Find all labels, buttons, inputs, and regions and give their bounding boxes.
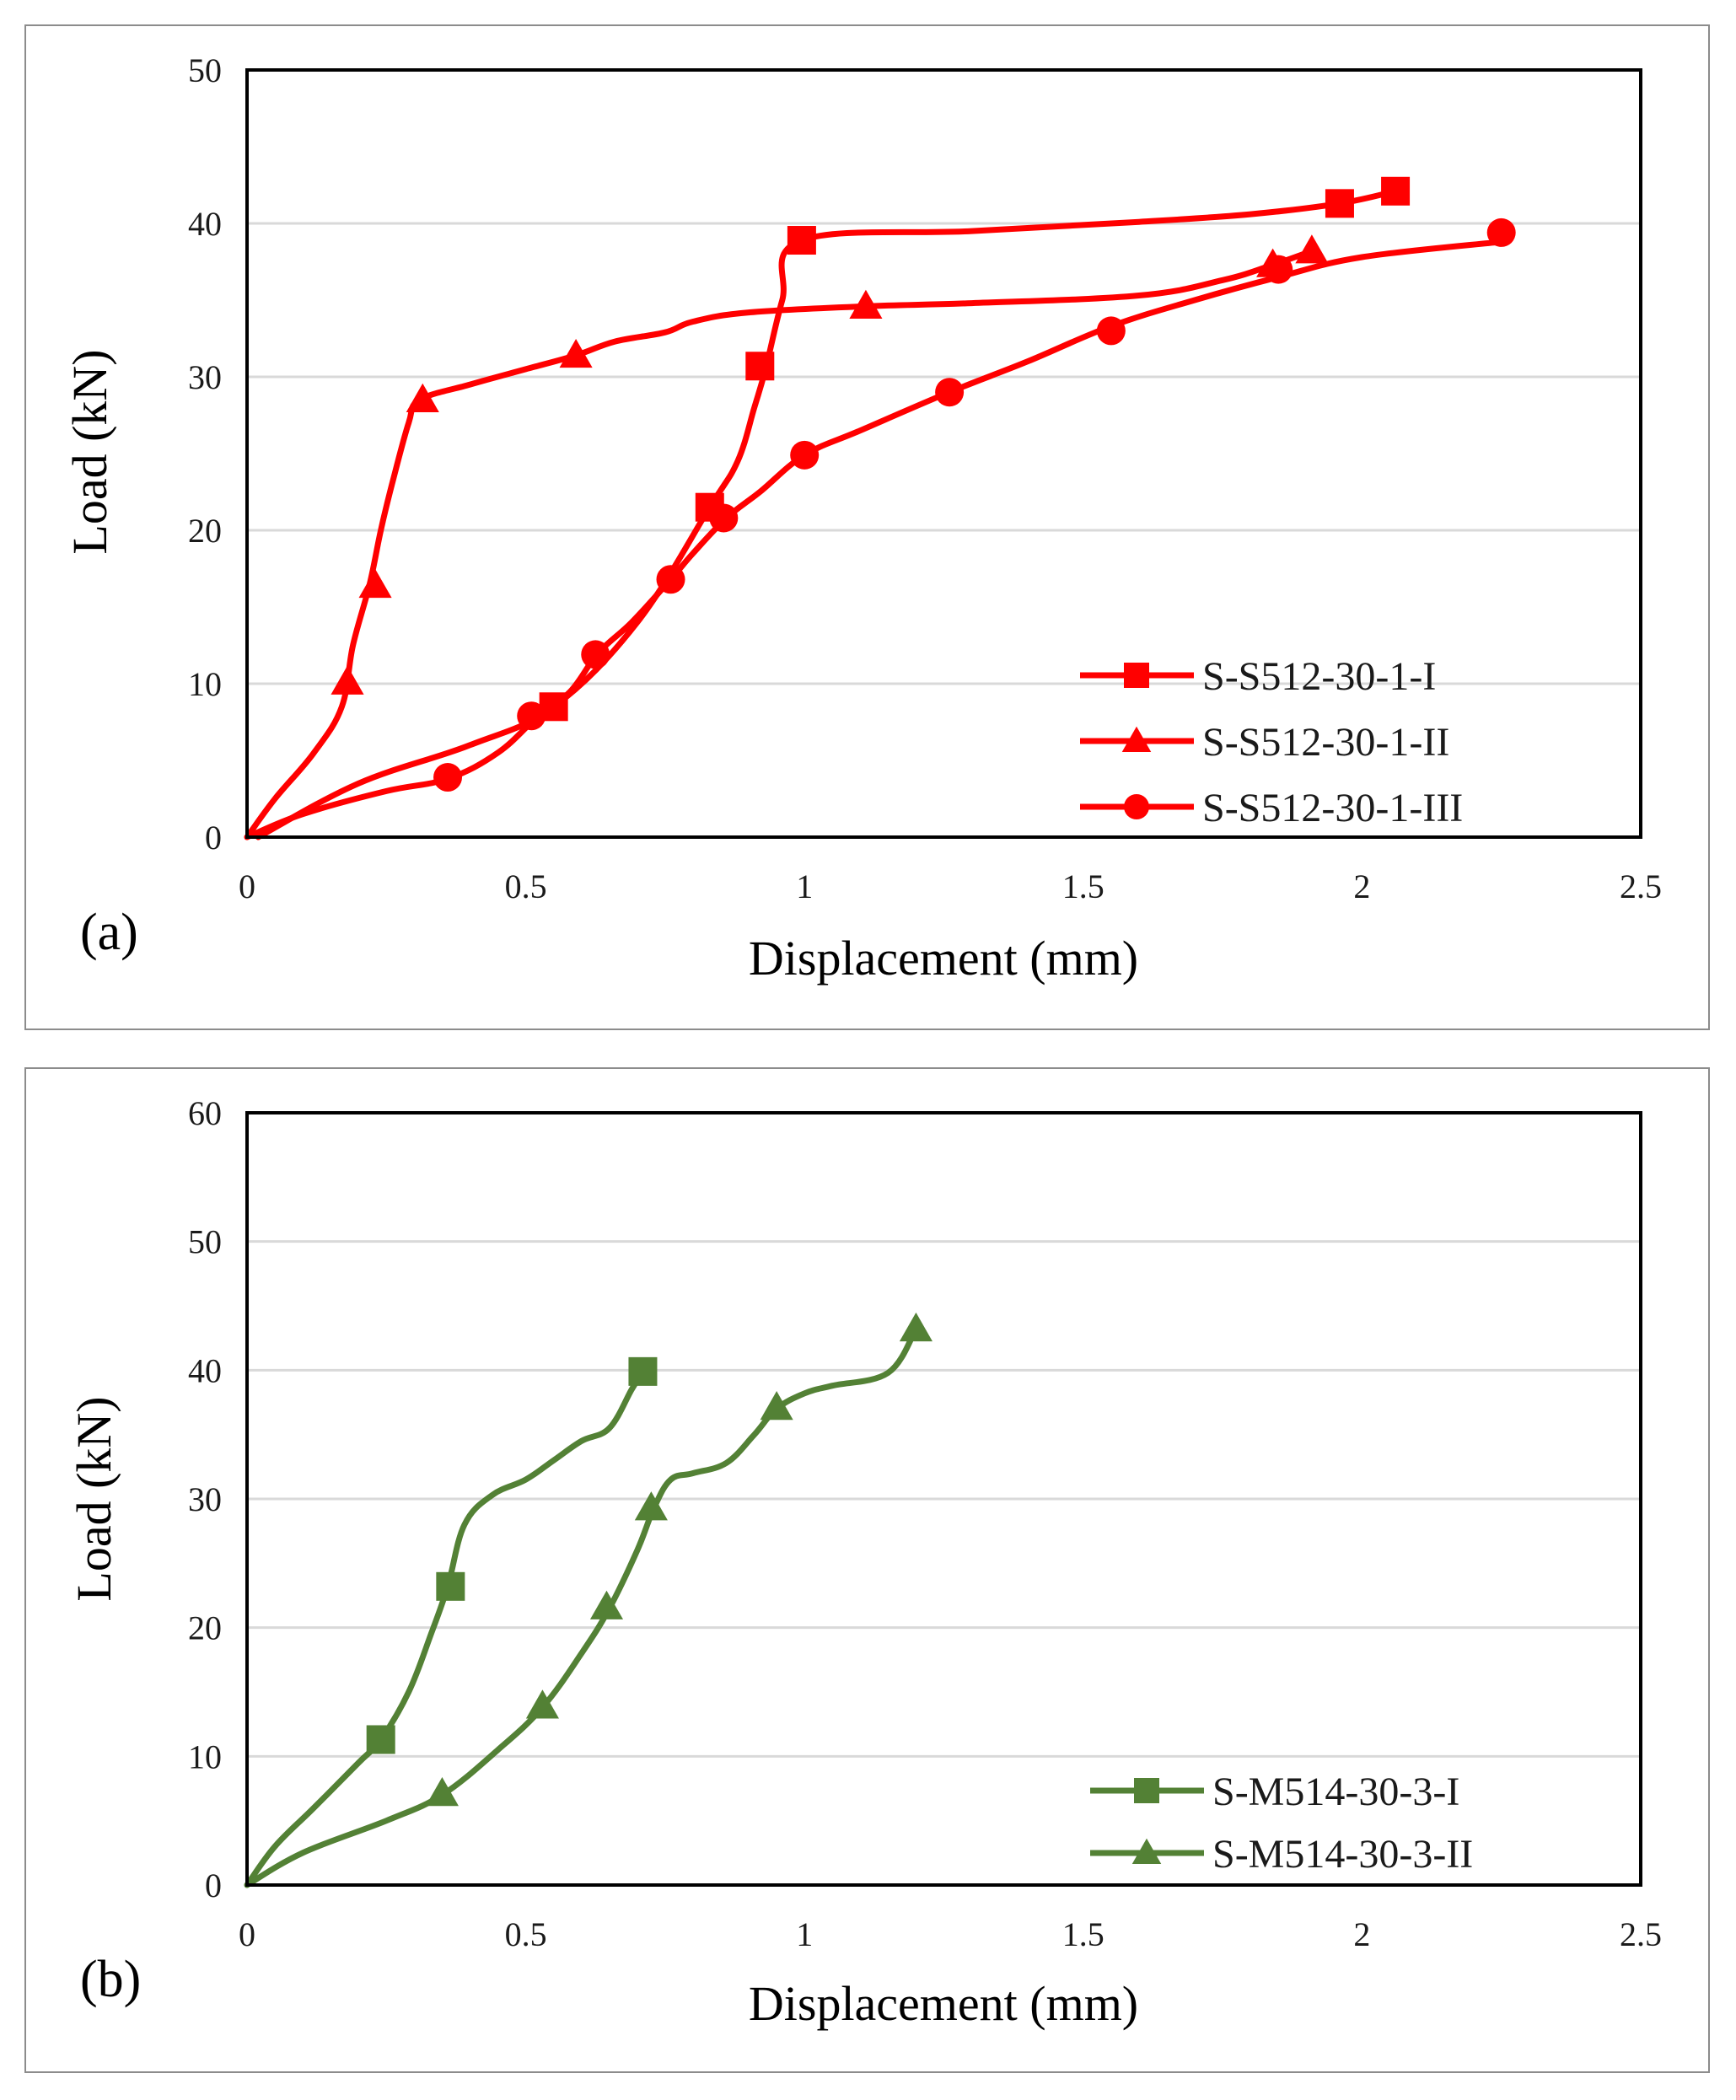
x-tick-label: 1.5 <box>1062 867 1104 905</box>
legend-marker-circle <box>1124 794 1149 819</box>
legend-label: S-S512-30-1-II <box>1202 720 1449 765</box>
x-axis-title-b: Displacement (mm) <box>749 1976 1138 2031</box>
y-tick-label: 60 <box>188 1094 222 1132</box>
y-tick-label: 50 <box>188 1223 222 1261</box>
x-tick-label: 2.5 <box>1620 867 1662 905</box>
data-point-marker <box>1325 189 1354 218</box>
y-axis-title-b: Load (kN) <box>67 1396 121 1601</box>
grid-lines-b <box>247 1240 1641 1758</box>
x-tick-labels-a: 0 0.5 1 1.5 2 2.5 <box>239 867 1662 905</box>
x-axis-title-a: Displacement (mm) <box>749 931 1138 986</box>
y-tick-label: 20 <box>188 512 222 550</box>
data-point-marker <box>790 440 820 470</box>
legend-marker-triangle <box>1121 726 1152 752</box>
chart-panel-b: 0 10 20 30 40 50 60 0 0.5 1 1.5 2 2.5 S-M514-30-3-I… <box>24 1067 1710 2073</box>
x-tick-label: 1 <box>796 1915 813 1953</box>
y-tick-label: 0 <box>205 819 222 857</box>
legend-label: S-M514-30-3-II <box>1212 1832 1473 1877</box>
data-point-marker <box>366 1725 395 1754</box>
data-point-marker <box>1486 218 1516 247</box>
legend-label: S-S512-30-1-I <box>1202 654 1436 699</box>
y-tick-labels-b: 0 10 20 30 40 50 60 <box>188 1094 222 1904</box>
y-tick-label: 40 <box>188 205 222 243</box>
data-point-marker <box>709 503 739 533</box>
data-point-marker <box>935 378 965 407</box>
data-point-marker <box>787 226 816 255</box>
series-group-a <box>244 176 1516 841</box>
y-tick-label: 40 <box>188 1351 222 1389</box>
panel-label-a: (a) <box>80 904 138 961</box>
y-tick-label: 10 <box>188 665 222 703</box>
chart-panel-a: 0 10 20 30 40 50 0 0.5 1 1.5 2 2.5 S-S512-30-1-I S-… <box>24 24 1710 1030</box>
data-point-marker <box>589 1590 624 1619</box>
y-tick-label: 10 <box>188 1737 222 1775</box>
data-point-marker <box>358 568 392 599</box>
data-point-marker <box>760 1391 793 1421</box>
legend-marker-triangle <box>1131 1838 1162 1864</box>
x-tick-label: 2.5 <box>1620 1915 1662 1953</box>
y-tick-label: 30 <box>188 358 222 396</box>
data-point-marker <box>436 1571 465 1601</box>
plot-frame-b <box>245 1111 1642 1887</box>
data-point-marker <box>525 1689 559 1719</box>
x-tick-labels-b: 0 0.5 1 1.5 2 2.5 <box>239 1915 1662 1953</box>
plot-frame-a <box>245 68 1642 839</box>
x-tick-label: 0 <box>239 1915 255 1953</box>
x-tick-label: 0.5 <box>505 867 547 905</box>
data-point-marker <box>406 383 439 412</box>
series-group-b <box>244 1312 932 1888</box>
data-point-marker <box>1264 255 1293 284</box>
panel-label-b: (b) <box>80 1951 141 2008</box>
legend-a: S-S512-30-1-I S-S512-30-1-II S-S512-30-1-I… <box>1080 654 1463 830</box>
x-tick-label: 2 <box>1353 1915 1370 1953</box>
legend-marker-square <box>1124 663 1149 688</box>
legend-label: S-S512-30-1-III <box>1202 786 1463 830</box>
data-point-marker <box>1295 234 1329 264</box>
series-line-1 <box>244 1368 646 1888</box>
y-tick-label: 50 <box>188 51 222 89</box>
y-tick-label: 0 <box>205 1866 222 1904</box>
data-point-marker <box>559 338 593 368</box>
data-point-marker <box>1381 176 1411 206</box>
legend-label: S-M514-30-3-I <box>1212 1770 1459 1814</box>
y-tick-label: 20 <box>188 1609 222 1647</box>
data-point-marker <box>331 665 364 695</box>
data-point-marker <box>656 565 685 594</box>
series-line-2 <box>244 1326 919 1888</box>
x-tick-label: 0.5 <box>505 1915 547 1953</box>
y-axis-title-a: Load (kN) <box>62 349 117 554</box>
data-point-marker <box>425 1777 459 1807</box>
y-tick-label: 30 <box>188 1480 222 1518</box>
x-tick-label: 2 <box>1353 867 1370 905</box>
x-tick-label: 1.5 <box>1062 1915 1104 1953</box>
series-line-2 <box>244 248 1315 841</box>
y-tick-labels-a: 0 10 20 30 40 50 <box>188 51 222 857</box>
data-point-marker <box>433 763 463 792</box>
chart-b-svg: 0 10 20 30 40 50 60 0 0.5 1 1.5 2 2.5 S-M514-30-3-I… <box>67 1094 1662 2031</box>
grid-lines-a <box>247 222 1641 685</box>
series-line-3 <box>244 239 1505 841</box>
data-point-marker <box>628 1356 658 1386</box>
data-point-marker <box>517 701 546 731</box>
x-tick-label: 1 <box>796 867 813 905</box>
data-point-marker <box>1096 316 1126 346</box>
data-point-marker <box>849 289 883 319</box>
data-point-marker <box>634 1491 668 1521</box>
data-point-marker <box>581 640 610 669</box>
legend-marker-square <box>1134 1778 1159 1803</box>
legend-b: S-M514-30-3-I S-M514-30-3-II <box>1090 1770 1473 1877</box>
data-point-marker <box>745 352 775 381</box>
data-point-marker <box>899 1312 932 1342</box>
x-tick-label: 0 <box>239 867 255 905</box>
